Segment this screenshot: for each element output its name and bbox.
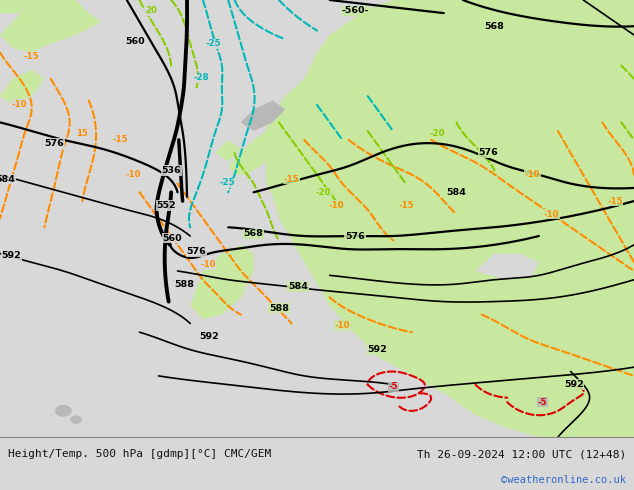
Text: 592: 592 (1, 251, 22, 260)
Text: -10: -10 (126, 171, 141, 179)
Text: 576: 576 (345, 232, 365, 242)
Text: 536: 536 (162, 166, 181, 175)
Text: 568: 568 (484, 22, 505, 31)
Polygon shape (0, 0, 101, 52)
Text: 20: 20 (145, 6, 157, 15)
Text: 576: 576 (478, 148, 498, 157)
Circle shape (56, 406, 71, 416)
Text: 584: 584 (446, 188, 467, 197)
Text: 592: 592 (199, 332, 219, 341)
Text: -20: -20 (430, 129, 445, 138)
Text: 560: 560 (126, 37, 145, 46)
Text: 15: 15 (77, 129, 88, 138)
Text: -10: -10 (11, 99, 27, 108)
Text: 576: 576 (44, 139, 64, 148)
Text: -5: -5 (389, 382, 398, 392)
Polygon shape (216, 140, 241, 162)
Text: -25: -25 (219, 178, 235, 187)
Text: -25: -25 (206, 39, 221, 48)
Text: -10: -10 (328, 201, 344, 210)
Polygon shape (190, 245, 254, 319)
Text: -10: -10 (200, 260, 216, 269)
Text: 592: 592 (564, 380, 584, 389)
Polygon shape (266, 306, 539, 437)
Text: -560-: -560- (341, 6, 369, 15)
Text: Th 26-09-2024 12:00 UTC (12+48): Th 26-09-2024 12:00 UTC (12+48) (417, 449, 626, 459)
Polygon shape (476, 253, 539, 280)
Text: 568: 568 (243, 229, 264, 238)
Text: 560: 560 (163, 234, 182, 243)
Text: -15: -15 (24, 52, 39, 61)
Text: 584: 584 (0, 175, 15, 184)
Text: -10: -10 (335, 321, 350, 330)
Text: 588: 588 (269, 304, 289, 313)
Text: -10: -10 (544, 210, 559, 219)
Text: -15: -15 (113, 135, 128, 145)
Polygon shape (0, 70, 44, 105)
Text: 552: 552 (157, 201, 176, 210)
Text: 576: 576 (186, 247, 207, 256)
Text: -5: -5 (538, 397, 547, 407)
Text: 584: 584 (288, 282, 308, 291)
Polygon shape (228, 131, 279, 175)
Polygon shape (0, 0, 32, 13)
Text: ©weatheronline.co.uk: ©weatheronline.co.uk (501, 475, 626, 486)
Text: -10: -10 (525, 171, 540, 179)
Polygon shape (260, 0, 634, 437)
Text: -15: -15 (284, 175, 299, 184)
Text: 592: 592 (367, 345, 387, 354)
Circle shape (71, 416, 81, 423)
Text: -15: -15 (398, 201, 413, 210)
Text: 588: 588 (174, 280, 194, 289)
Text: -15: -15 (607, 196, 623, 206)
Polygon shape (241, 100, 285, 131)
Text: -20: -20 (316, 188, 331, 197)
Text: Height/Temp. 500 hPa [gdmp][°C] CMC/GEM: Height/Temp. 500 hPa [gdmp][°C] CMC/GEM (8, 449, 271, 459)
Text: -28: -28 (194, 74, 209, 82)
